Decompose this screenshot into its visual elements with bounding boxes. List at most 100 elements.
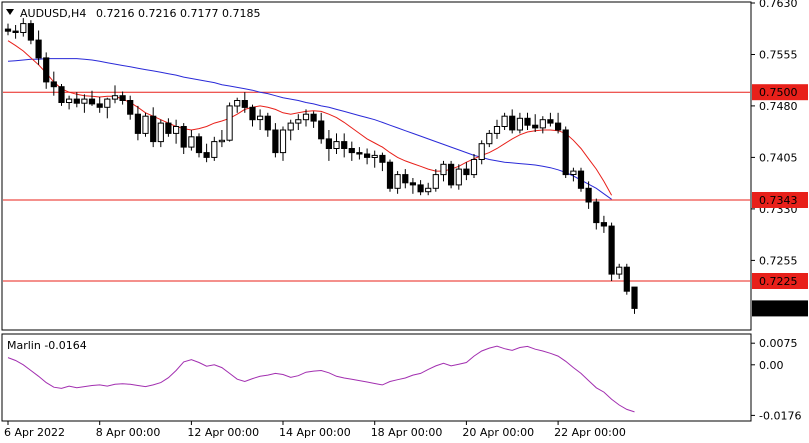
current-price-label: 0.7185 — [759, 302, 798, 315]
candle — [20, 18, 27, 37]
candle — [43, 52, 50, 89]
indicator-pane-frame — [1, 333, 752, 422]
candle — [364, 148, 371, 165]
candle-body-bull — [226, 105, 233, 141]
candle — [249, 104, 256, 127]
candle-body-bull — [616, 266, 623, 275]
candle-body-bull — [516, 117, 523, 131]
candle-body-bull — [279, 129, 287, 154]
candle-body-bear — [417, 184, 424, 193]
candle-body-bear — [318, 120, 325, 140]
candle-body-bull — [20, 23, 27, 33]
candle-body-bull — [394, 174, 401, 189]
main-pane-frame — [1, 1, 752, 331]
candle — [58, 84, 65, 106]
slow-ma — [7, 58, 612, 200]
candle-body-bear — [272, 129, 279, 154]
candle-body-bear — [203, 152, 210, 158]
candle — [616, 263, 623, 279]
candle — [341, 133, 348, 158]
low-value: 0.7177 — [180, 7, 219, 20]
indicator-tick-label: 0.00 — [759, 359, 784, 372]
candle — [180, 123, 187, 154]
candle — [532, 114, 539, 132]
candle — [455, 164, 462, 190]
current-price-box — [752, 300, 808, 317]
candle-body-bull — [234, 100, 241, 107]
candle-body-bear — [356, 152, 363, 155]
candle — [516, 112, 523, 134]
candle — [440, 160, 447, 182]
candle-body-bear — [348, 148, 355, 154]
candle — [623, 263, 630, 295]
candle — [318, 112, 325, 144]
candle-body-bear — [127, 100, 134, 115]
menu-triangle-icon[interactable] — [6, 9, 14, 15]
candle — [547, 112, 554, 127]
candle — [142, 112, 149, 137]
candle — [226, 102, 233, 142]
candle-body-bear — [379, 154, 386, 163]
candle — [264, 112, 271, 137]
indicator-axis: 0.0075 0.00 -0.0176 — [751, 337, 801, 422]
candle-body-bull — [81, 98, 88, 104]
high-value: 0.7216 — [138, 7, 177, 20]
candle-body-bull — [371, 154, 378, 158]
candle — [88, 90, 96, 106]
candle — [470, 154, 478, 178]
candle-body-bull — [432, 174, 439, 189]
candle — [203, 143, 210, 163]
candle-body-bear — [50, 81, 57, 88]
candle-body-bear — [241, 100, 248, 108]
candle — [173, 119, 180, 144]
candle-body-bull — [211, 141, 218, 158]
candle-body-bull — [188, 136, 195, 148]
candle — [96, 97, 103, 113]
candle — [417, 180, 424, 196]
level-price-label: 0.7225 — [759, 275, 798, 288]
candle-body-bear — [264, 115, 271, 131]
candle — [577, 167, 585, 192]
candle-body-bull — [287, 122, 294, 131]
indicator-tick-label: 0.0075 — [759, 337, 798, 350]
candle-body-bear — [448, 163, 455, 186]
candle — [127, 95, 134, 120]
candle — [295, 114, 302, 130]
candle-body-bear — [58, 86, 65, 103]
time-axis[interactable]: 6 Apr 2022 8 Apr 00:00 12 Apr 00:00 14 Apr … — [4, 421, 626, 439]
fast-ma — [7, 40, 613, 196]
candle — [463, 162, 470, 181]
slow-ma-line — [7, 58, 612, 200]
candle-body-bear — [585, 187, 592, 203]
candle — [119, 91, 126, 105]
candle-body-bear — [180, 126, 187, 148]
candle-body-bear — [600, 222, 607, 227]
candle — [111, 85, 119, 104]
candle — [35, 30, 42, 65]
open-value: 0.7216 — [96, 7, 135, 20]
candle-body-bull — [104, 98, 111, 108]
candle-body-bear — [386, 161, 394, 189]
symbol-header: AUDUSD,H4 0.7216 0.7216 0.7177 0.7185 — [6, 7, 261, 20]
candle-body-bear — [562, 129, 569, 176]
time-tick-label: 18 Apr 00:00 — [371, 426, 443, 439]
marlin-polyline — [7, 345, 635, 413]
candle — [539, 116, 546, 134]
candle — [600, 215, 607, 233]
candle-body-bull — [440, 163, 447, 176]
candle — [12, 25, 19, 39]
candle-body-bear — [532, 124, 539, 129]
candle — [50, 71, 57, 96]
candle — [608, 222, 615, 281]
price-tick-label: 0.7255 — [759, 254, 798, 267]
candle-body-bull — [493, 126, 501, 134]
indicator-title: Marlin -0.0164 — [7, 339, 87, 352]
price-axis[interactable]: 0.76300.75550.74800.74050.73300.72550.75… — [751, 0, 808, 317]
candle — [570, 167, 577, 182]
candle — [402, 169, 409, 189]
candle-body-bear — [402, 174, 409, 184]
candle-body-bear — [325, 138, 332, 149]
candle-body-bear — [12, 30, 19, 34]
